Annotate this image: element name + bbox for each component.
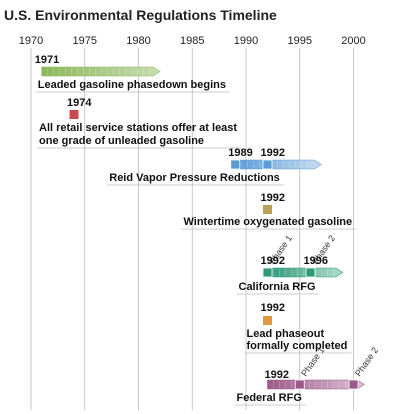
- federal-rfg-marker-1995: [294, 379, 305, 390]
- axis-tick-1990: 1990: [234, 35, 258, 47]
- california-rfg-label-line-1: California RFG: [239, 281, 316, 293]
- reid-vapor-year-label-1992: 1992: [261, 147, 285, 159]
- unleaded-grade-marker: [69, 110, 79, 119]
- leaded-phasedown-year-label-1971: 1971: [35, 54, 59, 66]
- wintertime-oxygenated-marker: [263, 205, 272, 214]
- california-rfg-marker-1996: [305, 267, 316, 278]
- california-rfg-year-label-1996: 1996: [304, 255, 328, 267]
- lead-phaseout-year-label-1992: 1992: [261, 302, 285, 314]
- axis-tick-1970: 1970: [19, 35, 43, 47]
- california-rfg-marker-1992: [262, 267, 273, 278]
- diagram-title: U.S. Environmental Regulations Timeline: [4, 7, 277, 23]
- federal-rfg-duration-arrow: [267, 379, 365, 390]
- axis-tick-1980: 1980: [126, 35, 150, 47]
- axis-tick-2000: 2000: [341, 35, 365, 47]
- lead-phaseout-marker: [263, 316, 272, 325]
- event-leaded-phasedown: 1971 Leaded gasoline phasedown begins: [35, 54, 231, 93]
- year-axis: 1970 1975 1980 1985 1990 1995 2000: [19, 35, 366, 47]
- event-wintertime-oxygenated: 1992 Wintertime oxygenated gasoline: [181, 192, 357, 230]
- unleaded-grade-label-line-2: one grade of unleaded gasoline: [39, 135, 204, 147]
- reid-vapor-marker-1989: [230, 159, 241, 170]
- event-reid-vapor: 1989 1992 Reid Vapor Pressure Reductions: [107, 147, 322, 186]
- federal-rfg-label-line-1: Federal RFG: [237, 392, 302, 404]
- reid-vapor-duration-arrow: [234, 159, 322, 170]
- leaded-phasedown-label-line-1: Leaded gasoline phasedown begins: [38, 79, 226, 91]
- reid-vapor-year-label-1989: 1989: [228, 147, 252, 159]
- wintertime-oxygenated-label-line-1: Wintertime oxygenated gasoline: [184, 216, 353, 228]
- reid-vapor-label-line-1: Reid Vapor Pressure Reductions: [109, 172, 280, 184]
- axis-tick-1985: 1985: [180, 35, 204, 47]
- unleaded-grade-label-line-1: All retail service stations offer at lea…: [39, 122, 237, 134]
- axis-tick-1995: 1995: [288, 35, 312, 47]
- reid-vapor-marker-1992: [262, 159, 273, 170]
- unleaded-grade-year-label-1974: 1974: [67, 97, 92, 109]
- event-unleaded-grade: 1974 All retail service stations offer at…: [37, 97, 242, 149]
- event-rows: 1971 Leaded gasoline phasedown begins 1974…: [35, 54, 380, 406]
- california-rfg-duration-arrow: [267, 267, 344, 278]
- federal-rfg-marker-2000: [348, 379, 359, 390]
- lead-phaseout-label-line-1: Lead phaseout: [247, 328, 325, 340]
- wintertime-oxygenated-year-label-1992: 1992: [261, 192, 285, 204]
- axis-tick-1975: 1975: [73, 35, 97, 47]
- lead-phaseout-label-line-2: formally completed: [247, 340, 348, 352]
- california-rfg-year-label-1992: 1992: [261, 255, 285, 267]
- leaded-phasedown-duration-arrow: [41, 66, 161, 77]
- federal-rfg-year-label-1992: 1992: [265, 369, 289, 381]
- federal-rfg-phase-label-2: Phase 2: [353, 345, 380, 378]
